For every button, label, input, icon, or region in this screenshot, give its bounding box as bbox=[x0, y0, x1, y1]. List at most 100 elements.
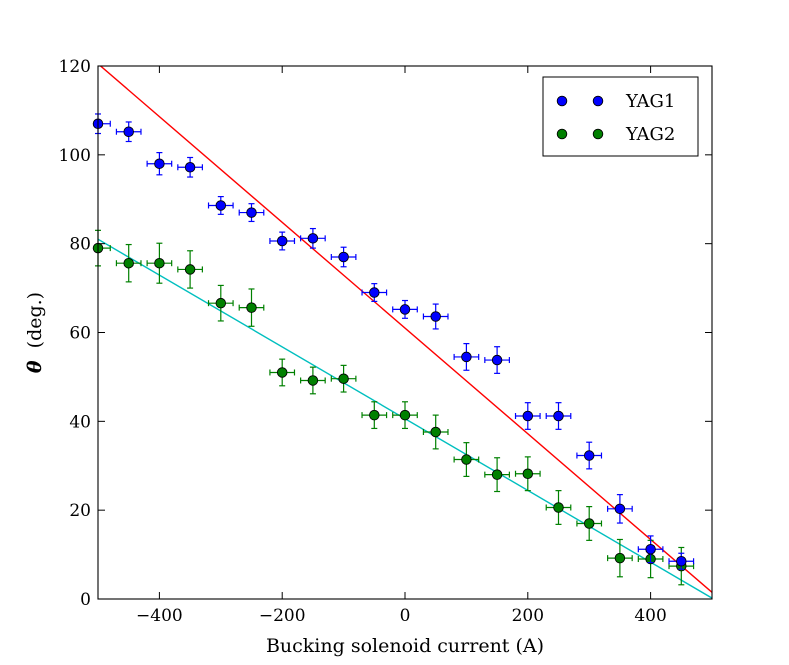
marker-yag2 bbox=[522, 468, 534, 479]
data-point-yag2 bbox=[422, 414, 449, 450]
y-axis-unit: (deg.) bbox=[24, 292, 46, 348]
data-point-yag2 bbox=[330, 364, 357, 393]
data-point-yag1 bbox=[514, 402, 541, 430]
data-point-yag2 bbox=[115, 243, 142, 283]
marker-yag2 bbox=[215, 297, 227, 309]
marker-yag2 bbox=[276, 367, 288, 378]
legend-label: YAG1 bbox=[625, 91, 675, 112]
marker-yag1 bbox=[676, 555, 687, 567]
marker-yag1 bbox=[461, 351, 472, 363]
y-tick-label: 80 bbox=[69, 235, 91, 255]
data-point-yag1 bbox=[545, 402, 572, 430]
data-point-yag1 bbox=[300, 227, 326, 249]
data-point-yag1 bbox=[668, 552, 695, 570]
x-tick-label: −400 bbox=[136, 606, 183, 626]
data-point-yag1 bbox=[453, 343, 480, 371]
data-point-yag2 bbox=[576, 506, 603, 541]
marker-yag1 bbox=[583, 450, 595, 461]
marker-yag2 bbox=[154, 257, 165, 269]
marker-yag1 bbox=[399, 304, 411, 315]
data-point-yag1 bbox=[115, 121, 142, 143]
legend-entry-yag2: YAG2 bbox=[556, 124, 675, 145]
data-point-yag2 bbox=[607, 538, 633, 578]
x-tick-label: −200 bbox=[259, 606, 306, 626]
legend-marker bbox=[592, 95, 604, 107]
marker-yag2 bbox=[399, 409, 411, 421]
marker-yag1 bbox=[491, 354, 503, 366]
data-point-yag1 bbox=[269, 231, 296, 251]
marker-yag1 bbox=[307, 233, 319, 244]
marker-yag2 bbox=[184, 264, 196, 275]
y-tick-label: 100 bbox=[59, 146, 91, 166]
data-point-yag2 bbox=[453, 442, 480, 478]
y-tick-label: 40 bbox=[69, 412, 91, 432]
fit-line-yag1 bbox=[99, 66, 712, 593]
marker-yag1 bbox=[553, 410, 564, 422]
x-tick-label: 0 bbox=[400, 606, 411, 626]
y-tick-label: 120 bbox=[59, 57, 91, 77]
marker-yag2 bbox=[123, 257, 134, 269]
marker-yag1 bbox=[184, 162, 196, 173]
marker-yag1 bbox=[369, 287, 380, 298]
axis-ticks: −400 −200 0 200 400 0 20 40 60 80 100 120 bbox=[59, 57, 712, 626]
marker-yag1 bbox=[645, 544, 656, 555]
data-point-yag1 bbox=[484, 346, 510, 374]
data-point-yag2 bbox=[238, 288, 265, 327]
marker-yag2 bbox=[491, 469, 503, 480]
marker-yag2 bbox=[246, 302, 257, 313]
data-point-yag2 bbox=[207, 284, 234, 322]
legend-marker bbox=[556, 128, 568, 140]
marker-yag2 bbox=[430, 426, 441, 438]
y-axis-title: θ (deg.) bbox=[24, 292, 46, 373]
marker-yag1 bbox=[154, 158, 165, 169]
data-point-yag2 bbox=[392, 401, 418, 430]
legend-entry-yag1: YAG1 bbox=[556, 91, 675, 112]
data-point-yag2 bbox=[146, 242, 173, 284]
marker-yag2 bbox=[307, 375, 319, 386]
legend-marker bbox=[556, 95, 568, 107]
data-point-yag2 bbox=[177, 250, 203, 289]
marker-yag1 bbox=[123, 126, 134, 137]
data-point-yag1 bbox=[361, 283, 388, 303]
data-point-yag1 bbox=[607, 494, 633, 524]
marker-yag2 bbox=[461, 454, 472, 465]
marker-yag2 bbox=[369, 409, 380, 421]
legend-box bbox=[542, 76, 699, 157]
marker-yag1 bbox=[246, 207, 257, 218]
x-tick-label: 200 bbox=[512, 606, 544, 626]
data-point-yag1 bbox=[177, 156, 203, 178]
y-tick-label: 60 bbox=[69, 324, 91, 344]
data-point-yag2 bbox=[545, 490, 572, 525]
data-points bbox=[92, 113, 695, 586]
data-point-yag1 bbox=[637, 535, 664, 564]
data-point-yag1 bbox=[330, 246, 357, 268]
data-point-yag2 bbox=[514, 456, 541, 492]
data-point-yag2 bbox=[300, 366, 326, 395]
data-point-yag1 bbox=[207, 195, 234, 215]
data-point-yag2 bbox=[484, 457, 510, 493]
x-axis-title: Bucking solenoid current (A) bbox=[266, 635, 544, 657]
data-point-yag1 bbox=[576, 441, 603, 470]
marker-yag1 bbox=[522, 410, 534, 422]
data-point-yag1 bbox=[146, 152, 173, 176]
legend-label: YAG2 bbox=[625, 124, 675, 145]
legend-marker bbox=[592, 128, 604, 140]
data-point-yag1 bbox=[238, 203, 265, 223]
marker-yag1 bbox=[430, 311, 441, 322]
data-point-yag1 bbox=[422, 303, 449, 330]
marker-yag1 bbox=[276, 235, 288, 247]
marker-yag1 bbox=[338, 251, 349, 263]
data-point-yag2 bbox=[269, 358, 296, 387]
marker-yag1 bbox=[215, 200, 227, 211]
marker-yag2 bbox=[583, 518, 595, 529]
y-axis-symbol: θ bbox=[24, 360, 46, 373]
y-tick-label: 0 bbox=[80, 590, 91, 610]
x-tick-label: 400 bbox=[634, 606, 666, 626]
legend: YAG1 YAG2 bbox=[542, 76, 699, 157]
marker-yag2 bbox=[553, 502, 564, 513]
marker-yag1 bbox=[614, 503, 626, 515]
marker-yag2 bbox=[614, 552, 626, 564]
data-point-yag1 bbox=[392, 299, 418, 319]
marker-yag2 bbox=[338, 373, 349, 384]
